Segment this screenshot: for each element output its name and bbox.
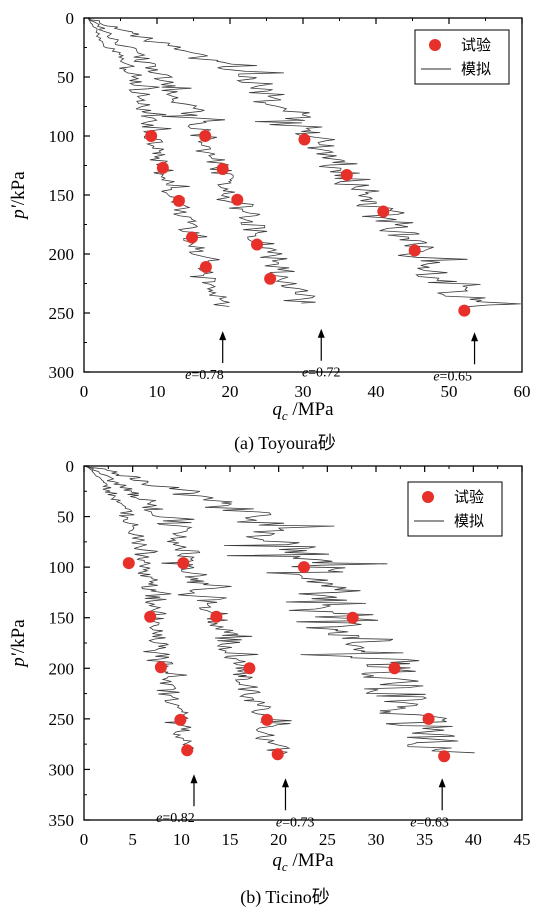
y-tick-label: 200 (49, 245, 75, 264)
experiment-point (260, 713, 273, 726)
experiment-point (377, 205, 390, 218)
y-tick-label: 250 (49, 710, 75, 729)
void-ratio-label: e=0.72 (302, 366, 341, 381)
experiment-point (264, 272, 277, 285)
y-tick-label: 0 (66, 9, 75, 28)
x-tick-label: 25 (319, 830, 336, 849)
y-tick-label: 200 (49, 659, 75, 678)
y-tick-label: 100 (49, 127, 75, 146)
experiment-point (408, 244, 421, 257)
void-ratio-label: e=0.63 (410, 815, 449, 830)
x-tick-label: 15 (222, 830, 239, 849)
experiment-point (210, 610, 223, 623)
simulation-line (88, 18, 316, 304)
experiment-point (186, 231, 199, 244)
x-tick-label: 35 (416, 830, 433, 849)
experiment-point (458, 304, 471, 317)
arrow-head (317, 328, 325, 338)
x-tick-label: 40 (465, 830, 482, 849)
experiment-point (154, 661, 167, 674)
x-tick-label: 30 (368, 830, 385, 849)
y-tick-label: 250 (49, 304, 75, 323)
experiment-point (243, 662, 256, 675)
y-tick-label: 0 (66, 457, 75, 476)
experiment-point (297, 561, 310, 574)
legend-marker-experiment (429, 39, 441, 51)
chart-panel-b: e=0.82 e=0.73 e=0.63 0 5 10 15 20 25 30 35 40 45 0 50 1… (8, 457, 531, 908)
x-tick-label: 40 (368, 382, 385, 401)
y-tick-label: 50 (57, 508, 74, 527)
y-axis-label: p'/kPa (8, 619, 29, 669)
legend-label-simulation: 模拟 (461, 61, 491, 78)
experiment-point (346, 611, 359, 624)
arrow-head (281, 778, 289, 788)
simulation-line (84, 466, 475, 754)
experiment-point (144, 610, 157, 623)
x-tick-label: 45 (514, 830, 531, 849)
x-tick-label: 60 (514, 382, 531, 401)
experiment-point (422, 712, 435, 725)
y-tick-label: 150 (49, 186, 75, 205)
experiment-point (199, 260, 212, 273)
experiment-point (145, 130, 158, 142)
chart-panel-a: e=0.78 e=0.72 e=0.65 0 10 20 30 40 50 60 0 50 100 150… (8, 9, 531, 454)
arrow-head (438, 778, 446, 788)
experiment-point (271, 748, 284, 761)
x-tick-label: 10 (173, 830, 190, 849)
legend-label-simulation: 模拟 (454, 513, 484, 530)
experiment-point (122, 557, 135, 570)
experiment-point (251, 238, 264, 251)
experiment-point (388, 662, 401, 675)
simulation-line (87, 18, 230, 307)
legend-label-experiment: 试验 (461, 37, 491, 54)
legend-marker-experiment (422, 491, 434, 503)
experiment-point (216, 163, 229, 176)
y-tick-label: 100 (49, 558, 75, 577)
simulation-line (88, 18, 521, 308)
void-ratio-label: e=0.73 (276, 815, 315, 830)
x-tick-label: 0 (80, 830, 89, 849)
void-ratio-label: e=0.65 (433, 369, 472, 384)
y-tick-label: 350 (49, 811, 75, 830)
simulation-line (85, 466, 195, 750)
experiment-point (174, 713, 187, 726)
arrow-head (471, 332, 479, 342)
x-tick-label: 20 (270, 830, 287, 849)
panel-caption: (a) Toyoura砂 (234, 433, 336, 454)
x-tick-label: 30 (295, 382, 312, 401)
experiment-point (199, 130, 212, 142)
experiment-point (340, 168, 353, 181)
x-tick-label: 10 (149, 382, 166, 401)
void-ratio-label: e=0.82 (156, 811, 195, 826)
experiment-point (231, 193, 244, 206)
y-tick-label: 150 (49, 609, 75, 628)
simulation-line (84, 466, 292, 755)
x-tick-label: 50 (441, 382, 458, 401)
y-tick-label: 300 (49, 363, 75, 382)
arrow-head (219, 331, 227, 341)
experiment-point (181, 744, 194, 757)
experiment-point (156, 161, 169, 174)
y-tick-label: 50 (57, 68, 74, 87)
experiment-point (438, 750, 451, 763)
experiment-point (172, 194, 185, 207)
experiment-point (177, 557, 190, 570)
x-axis-label: qc /MPa (272, 850, 334, 874)
y-axis-label: p'/kPa (8, 171, 29, 221)
x-tick-label: 5 (128, 830, 137, 849)
x-tick-label: 0 (80, 382, 89, 401)
y-tick-label: 300 (49, 760, 75, 779)
legend-label-experiment: 试验 (454, 489, 484, 506)
arrow-head (190, 774, 198, 784)
x-tick-label: 20 (222, 382, 239, 401)
experiment-point (298, 133, 311, 146)
x-axis-label: qc /MPa (272, 399, 334, 423)
panel-caption: (b) Ticino砂 (240, 887, 330, 908)
void-ratio-label: e=0.78 (185, 368, 224, 383)
